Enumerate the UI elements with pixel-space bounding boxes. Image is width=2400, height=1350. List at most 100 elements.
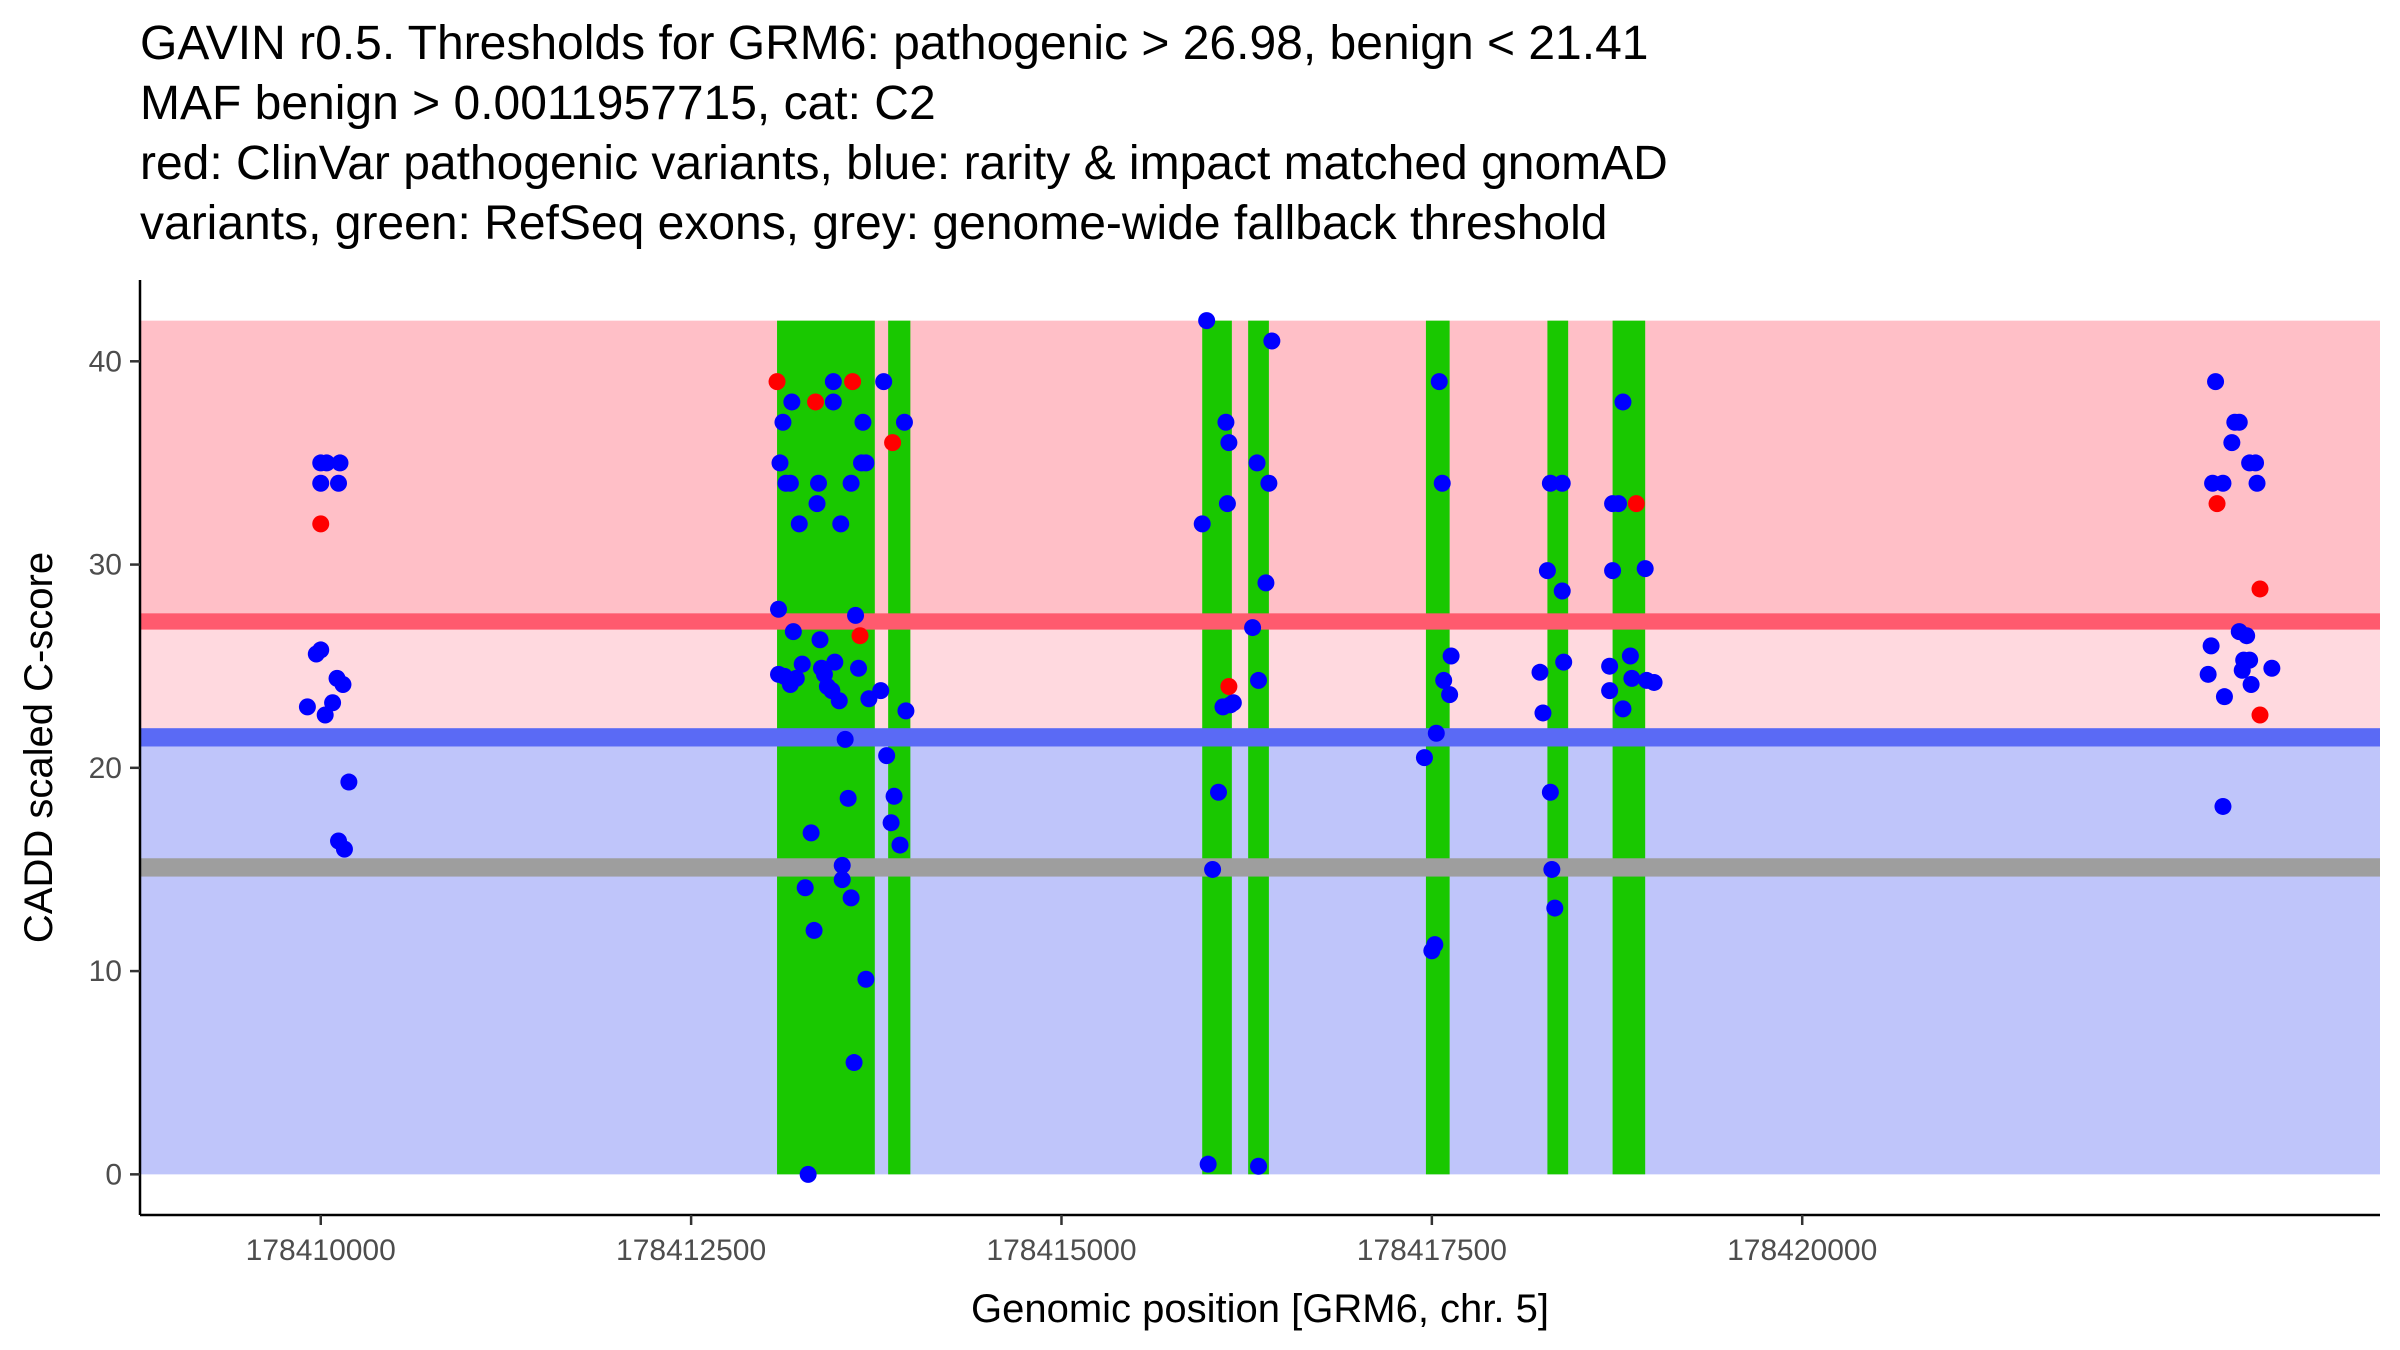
gnomad-point bbox=[2207, 373, 2225, 391]
gnomad-point bbox=[1546, 899, 1564, 917]
exon-2 bbox=[888, 320, 911, 1175]
title-line-4: variants, green: RefSeq exons, grey: gen… bbox=[140, 197, 1608, 250]
gnomad-point bbox=[808, 495, 826, 513]
x-tick-label: 178417500 bbox=[1357, 1234, 1507, 1267]
gnomad-point bbox=[1538, 562, 1556, 580]
gnomad-point bbox=[842, 474, 860, 492]
gnomad-point bbox=[781, 474, 799, 492]
gnomad-point bbox=[790, 515, 808, 533]
gnomad-point bbox=[774, 413, 792, 431]
gnomad-point bbox=[783, 393, 801, 411]
gnomad-point bbox=[2247, 454, 2265, 472]
x-tick-label: 178420000 bbox=[1727, 1234, 1877, 1267]
gnomad-point bbox=[875, 373, 893, 391]
clinvar-point bbox=[768, 373, 786, 391]
gnomad-point bbox=[850, 659, 868, 677]
gnomad-point bbox=[2214, 474, 2232, 492]
gnomad-point bbox=[1435, 671, 1453, 689]
gnomad-point bbox=[1263, 332, 1281, 350]
exon-3 bbox=[1202, 320, 1232, 1175]
gnomad-point bbox=[1218, 495, 1236, 513]
gnomad-point bbox=[810, 474, 828, 492]
gnomad-point bbox=[891, 836, 909, 854]
x-axis-ticks: 178410000 178412500 178415000 178417500 1784… bbox=[246, 1215, 1877, 1267]
gnomad-point bbox=[832, 515, 850, 533]
gnomad-point bbox=[2230, 413, 2248, 431]
gnomad-point bbox=[1553, 582, 1571, 600]
gnomad-point bbox=[802, 824, 820, 842]
clinvar-point bbox=[2208, 495, 2226, 513]
gnomad-point bbox=[1442, 647, 1460, 665]
gnomad-point bbox=[1210, 783, 1228, 801]
gnomad-point bbox=[1220, 434, 1238, 452]
gnomad-point bbox=[824, 373, 842, 391]
title-line-3: red: ClinVar pathogenic variants, blue: … bbox=[140, 137, 1668, 190]
gnomad-point bbox=[2199, 665, 2217, 683]
gnomad-point bbox=[330, 474, 348, 492]
gnomad-point bbox=[1601, 682, 1619, 700]
gnomad-point bbox=[1601, 657, 1619, 675]
gnomad-point bbox=[2248, 474, 2266, 492]
gnomad-point bbox=[334, 675, 352, 693]
pathogenic-threshold bbox=[140, 613, 2380, 630]
gnomad-point bbox=[312, 641, 330, 659]
gnomad-point bbox=[2238, 627, 2256, 645]
gnomad-point bbox=[895, 413, 913, 431]
gnomad-point bbox=[830, 692, 848, 710]
gnomad-point bbox=[1636, 560, 1654, 578]
x-axis-title: Genomic position [GRM6, chr. 5] bbox=[971, 1287, 1549, 1331]
clinvar-point bbox=[2251, 706, 2269, 724]
gnomad-point bbox=[1610, 495, 1628, 513]
gnomad-point bbox=[312, 474, 330, 492]
gnomad-point bbox=[833, 856, 851, 874]
exon-6 bbox=[1547, 320, 1569, 1175]
gnomad-point bbox=[787, 669, 805, 687]
clinvar-point bbox=[2251, 580, 2269, 598]
gnomad-point bbox=[1250, 671, 1268, 689]
exon-5 bbox=[1425, 320, 1450, 1175]
gnomad-point bbox=[1541, 474, 1559, 492]
clinvar-point bbox=[884, 434, 902, 452]
gnomad-point bbox=[793, 655, 811, 673]
exon-4 bbox=[1248, 320, 1269, 1175]
gnomad-point bbox=[872, 682, 890, 700]
gnomad-point bbox=[1623, 669, 1641, 687]
gnomad-point bbox=[1260, 474, 1278, 492]
gnomad-point bbox=[1614, 393, 1632, 411]
gnomad-point bbox=[1541, 783, 1559, 801]
gnomad-point bbox=[1531, 663, 1549, 681]
gnomad-point bbox=[882, 814, 900, 832]
gnomad-point bbox=[2241, 651, 2259, 669]
gnomad-point bbox=[2202, 637, 2220, 655]
title-line-1: GAVIN r0.5. Thresholds for GRM6: pathoge… bbox=[140, 17, 1649, 70]
x-tick-label: 178410000 bbox=[246, 1234, 396, 1267]
gnomad-point bbox=[770, 600, 788, 618]
gnomad-point bbox=[331, 454, 349, 472]
gnomad-point bbox=[1645, 673, 1663, 691]
clinvar-point bbox=[312, 515, 330, 533]
exon-7 bbox=[1612, 320, 1646, 1175]
gnomad-point bbox=[2214, 797, 2232, 815]
gnomad-point bbox=[847, 606, 865, 624]
axes: 178410000 178412500 178415000 178417500 1784… bbox=[89, 280, 2380, 1267]
gnomad-point bbox=[1433, 474, 1451, 492]
gnomad-point bbox=[1250, 1157, 1268, 1175]
gnomad-point bbox=[298, 698, 316, 716]
clinvar-point bbox=[807, 393, 825, 411]
gnomad-point bbox=[1534, 704, 1552, 722]
gnomad-point bbox=[1217, 413, 1235, 431]
title-line-2: MAF benign > 0.0011957715, cat: C2 bbox=[140, 77, 936, 130]
gnomad-point bbox=[811, 631, 829, 649]
gnomad-point bbox=[878, 747, 896, 765]
gnomad-point bbox=[824, 393, 842, 411]
gnomad-point bbox=[1614, 700, 1632, 718]
y-tick-label: 0 bbox=[105, 1158, 122, 1191]
y-tick-label: 10 bbox=[89, 955, 122, 988]
gnomad-point bbox=[771, 454, 789, 472]
gnomad-point bbox=[1441, 686, 1459, 704]
gnomad-point bbox=[1257, 574, 1275, 592]
gnomad-point bbox=[340, 773, 358, 791]
gnomad-point bbox=[897, 702, 915, 720]
gnomad-point bbox=[1415, 749, 1433, 767]
y-tick-label: 40 bbox=[89, 345, 122, 378]
